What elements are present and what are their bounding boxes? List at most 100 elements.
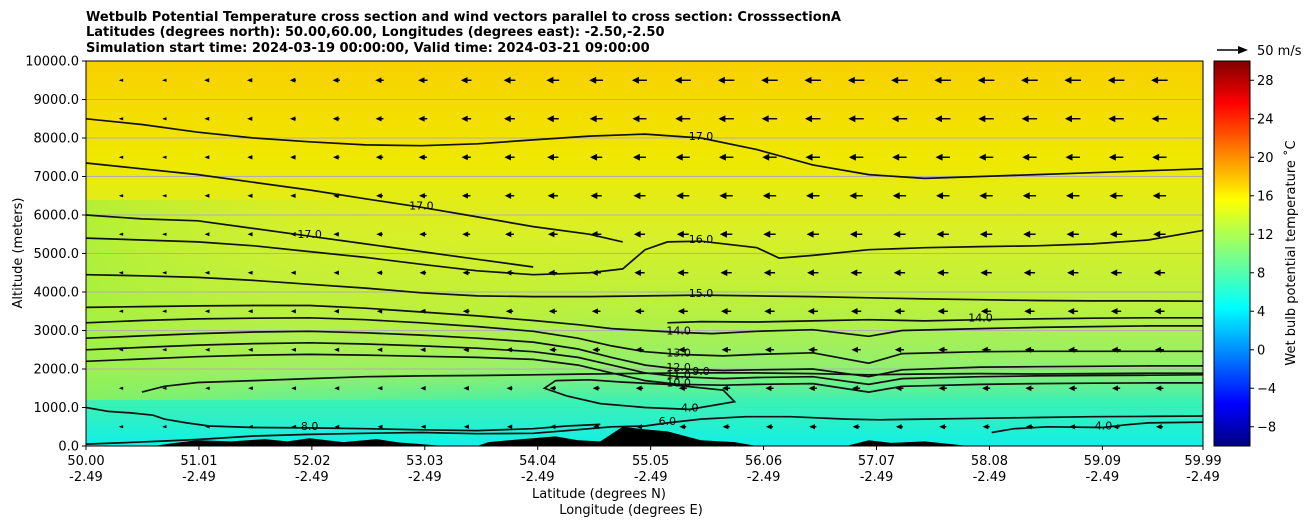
wind-arrow: [934, 76, 952, 84]
wind-arrow: [1152, 153, 1167, 161]
wind-arrow: [1023, 269, 1036, 277]
wind-arrowhead: [118, 425, 124, 429]
wind-arrow: [938, 385, 947, 392]
wind-arrow: [549, 347, 557, 353]
wind-arrowhead: [721, 346, 728, 353]
wind-arrow: [978, 153, 994, 161]
wind-arrow: [291, 386, 297, 391]
contour-label: 6.0: [659, 415, 677, 428]
wind-arrow: [978, 115, 994, 123]
x-tick-label-longitude: -2.49: [521, 470, 555, 485]
wind-arrowhead: [247, 309, 253, 314]
wind-arrowhead: [332, 154, 339, 160]
wind-key-label: 50 m/s: [1257, 44, 1302, 59]
wind-arrowhead: [289, 116, 296, 122]
contour-4.0: [542, 378, 737, 411]
wind-arrow: [420, 385, 426, 391]
wind-arrow: [118, 386, 124, 390]
wind-arrowhead: [937, 269, 944, 277]
wind-arrowhead: [763, 230, 771, 238]
x-tick-label-longitude: -2.49: [634, 470, 668, 485]
wind-arrow: [418, 192, 427, 199]
wind-arrowhead: [547, 153, 555, 161]
wind-arrowhead: [204, 155, 210, 160]
wind-arrowhead: [548, 308, 555, 315]
wind-arrow: [118, 194, 124, 198]
wind-arrowhead: [764, 346, 772, 353]
wind-arrow: [505, 308, 514, 314]
colorbar-tick-label: −8: [1257, 420, 1276, 435]
wind-arrowhead: [718, 153, 726, 161]
wind-arrowhead: [722, 385, 729, 392]
wind-arrowhead: [162, 386, 167, 390]
wind-arrow: [591, 308, 601, 315]
wind-arrow: [205, 386, 210, 391]
wind-arrowhead: [547, 192, 555, 199]
y-tick-label: 2000.0: [34, 363, 80, 378]
wind-arrowhead: [982, 424, 989, 430]
wind-arrow: [677, 308, 688, 315]
x-tick-label-longitude: -2.49: [408, 470, 442, 485]
wind-arrow: [936, 192, 950, 200]
y-tick-label: 1000.0: [34, 401, 80, 416]
wind-arrow: [935, 153, 950, 161]
wind-arrow: [204, 78, 210, 83]
contour-15.0: [86, 273, 1203, 303]
wind-arrowhead: [162, 117, 167, 121]
wind-arrow: [676, 192, 690, 200]
contour-label: 4.0: [1095, 420, 1113, 433]
wind-arrowhead: [549, 385, 556, 391]
wind-arrow: [979, 230, 993, 238]
wind-arrowhead: [762, 153, 770, 161]
wind-arrowhead: [375, 77, 382, 84]
contour-label: 8.0: [301, 420, 319, 433]
wind-arrow: [462, 270, 470, 276]
contour-label: 13.0: [666, 346, 691, 359]
wind-arrowhead: [1107, 76, 1115, 84]
wind-arrow: [1109, 230, 1123, 238]
y-tick-label: 3000.0: [34, 324, 80, 339]
wind-arrowhead: [162, 309, 167, 313]
x-tick-label-latitude: 59.09: [1084, 454, 1121, 469]
x-tick-label-latitude: 54.04: [519, 454, 556, 469]
wind-arrowhead: [1153, 230, 1161, 238]
wind-arrow: [633, 230, 646, 238]
wind-arrow: [247, 232, 253, 237]
wind-arrowhead: [1067, 308, 1075, 315]
colorbar-tick-label: 28: [1257, 74, 1274, 89]
wind-arrow: [118, 309, 124, 313]
x-tick-label-latitude: 50.00: [67, 454, 104, 469]
wind-arrow: [333, 231, 339, 237]
wind-arrow: [333, 270, 339, 276]
wind-arrowhead: [247, 116, 253, 121]
wind-arrow: [1064, 76, 1082, 84]
wind-arrow: [632, 115, 647, 123]
wind-arrowhead: [504, 192, 512, 199]
wind-arrow: [118, 78, 124, 82]
wind-arrowhead: [377, 424, 383, 429]
wind-arrowhead: [162, 425, 167, 429]
wind-arrowhead: [634, 269, 641, 276]
wind-arrow: [718, 153, 734, 161]
wind-arrow: [162, 78, 167, 82]
wind-arrowhead: [978, 153, 986, 161]
wind-arrowhead: [806, 192, 814, 200]
wind-arrowhead: [805, 115, 813, 123]
wind-arrowhead: [118, 309, 124, 313]
wind-arrowhead: [204, 270, 210, 275]
x-tick-label-latitude: 57.07: [858, 454, 895, 469]
wind-arrowhead: [1023, 269, 1031, 277]
wind-arrowhead: [205, 386, 210, 391]
wind-arrowhead: [332, 116, 339, 122]
wind-arrowhead: [418, 192, 425, 199]
wind-arrowhead: [334, 386, 340, 391]
wind-arrow: [162, 232, 167, 236]
x-tick-label-latitude: 58.08: [971, 454, 1008, 469]
wind-arrowhead: [420, 385, 426, 391]
wind-arrowhead: [376, 231, 382, 237]
wind-arrowhead: [549, 347, 556, 353]
x-tick-label-longitude: -2.49: [182, 470, 216, 485]
wind-arrowhead: [633, 192, 641, 200]
wind-arrow: [675, 153, 690, 161]
x-tick-label-latitude: 55.05: [632, 454, 669, 469]
